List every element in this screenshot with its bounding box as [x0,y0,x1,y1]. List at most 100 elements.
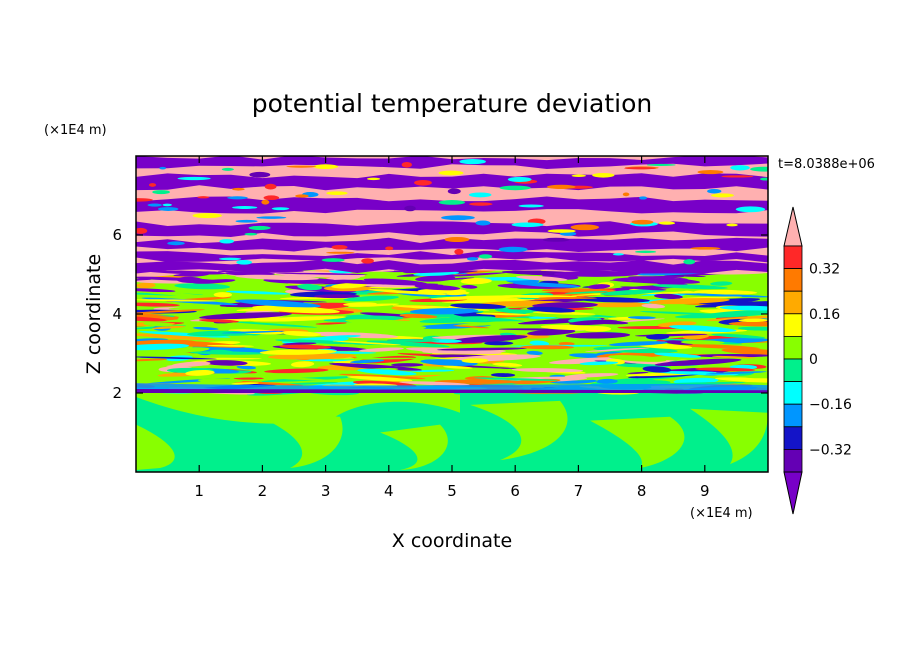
contour-patch [743,376,767,379]
contour-patch [256,216,287,219]
contour-patch [235,274,319,281]
contour-patch [136,309,206,315]
contour-patch [646,163,676,166]
contour-patch [386,339,440,342]
contour-patch [512,282,580,288]
contour-patch [680,340,725,345]
contour-patch [450,303,507,309]
contour-patch [227,196,248,200]
contour-patch [297,283,323,291]
contour-patch [236,259,252,265]
x-tick-label: 9 [700,482,710,500]
contour-patch [331,282,367,289]
contour-patch [307,331,398,339]
contour-band [136,259,768,274]
contour-patch [683,259,696,265]
x-axis-ticks: 1 2 3 4 5 6 7 8 9 [194,156,710,500]
contour-patch [706,315,768,321]
colorbar-swatch [783,448,803,473]
contour-patch [441,215,475,221]
contour-patch [475,291,498,294]
contour-patch [264,183,277,190]
contour-patch [721,348,768,356]
contour-patch [136,282,156,289]
contour-patch [218,257,242,261]
contour-patch [349,359,385,364]
contour-patch [198,319,240,323]
y-axis-label: Z coordinate [83,254,105,374]
y-axis-ticks: 2 4 6 [112,226,768,402]
contour-patch [232,206,258,209]
contour-patch [719,305,768,311]
contour-band [136,221,768,237]
contour-patch [516,275,568,281]
contour-patch [151,325,186,330]
contour-patch [263,195,280,201]
time-label: t=8.0388e+06 [778,157,875,172]
contour-patch [321,258,345,262]
x-tick-label: 1 [194,482,204,500]
contour-patch [167,241,185,246]
contour-patch [404,205,416,212]
contour-patch [136,227,148,234]
contour-patch [434,379,521,384]
contour-patch [454,248,464,255]
colorbar-label: −0.32 [809,442,852,458]
colorbar-top-arrow [783,206,803,247]
contour-patch [312,164,339,170]
contour-patch [721,175,754,178]
contour-patch [627,316,656,320]
contour-patch [490,373,516,377]
contour-patch [456,321,525,327]
contour-patch [136,288,176,293]
contour-patch [313,294,361,299]
colorbar-swatch [783,358,803,383]
contour-patch [642,366,672,373]
contour-patch [452,325,490,329]
contour-band [136,250,768,263]
contour-patch [460,278,492,285]
contour-patch [639,196,648,200]
contour-patch [546,184,576,190]
contour-patch [136,299,217,302]
contour-patch [677,293,768,298]
contour-patch [593,346,678,354]
contour-patch [233,377,264,380]
contour-patch [570,224,599,231]
mid-layer [136,263,768,396]
contour-patch [248,225,271,231]
contour-patch [750,166,768,172]
contour-patch [698,298,761,305]
x-tick-label: 2 [258,482,268,500]
contour-patch [332,340,401,346]
contour-patch [478,254,493,259]
contour-patch [738,318,768,323]
contour-patch [730,165,750,171]
contour-patch [367,177,381,181]
contour-patch [461,284,478,289]
x-tick-label: 5 [447,482,457,500]
contour-patch [429,339,462,343]
contour-patch [654,358,742,367]
x-tick-label: 4 [384,482,394,500]
contour-patch [338,373,426,380]
contour-patch [159,166,167,170]
contour-patch [329,363,422,371]
contour-patch [624,167,657,170]
contour-patch [649,298,730,305]
contour-patch [276,272,368,275]
contour-patch [250,316,346,322]
contour-patch [631,219,654,225]
contour-patch [206,344,255,347]
contour-patch [261,199,270,205]
contour-patch [162,203,172,207]
contour-patch [275,339,362,345]
contour-patch [484,341,514,346]
contour-patch [527,329,576,336]
contour-patch [363,278,428,285]
contour-patch [264,368,329,374]
contour-patch [520,345,574,350]
contour-patch [558,341,575,346]
contour-patch [419,316,496,324]
contour-patch [331,279,387,285]
